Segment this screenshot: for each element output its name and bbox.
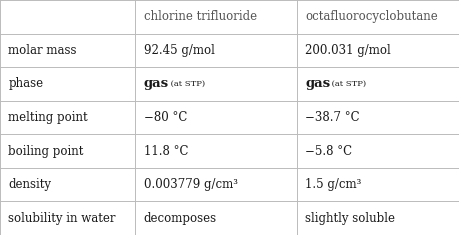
Text: 1.5 g/cm³: 1.5 g/cm³ <box>305 178 362 191</box>
Text: octafluorocyclobutane: octafluorocyclobutane <box>305 10 438 23</box>
Text: solubility in water: solubility in water <box>8 212 116 225</box>
Text: chlorine trifluoride: chlorine trifluoride <box>144 10 257 23</box>
Text: −80 °C: −80 °C <box>144 111 187 124</box>
Text: molar mass: molar mass <box>8 44 77 57</box>
Text: gas: gas <box>305 77 330 90</box>
Text: −38.7 °C: −38.7 °C <box>305 111 360 124</box>
Text: boiling point: boiling point <box>8 145 84 158</box>
Text: 0.003779 g/cm³: 0.003779 g/cm³ <box>144 178 238 191</box>
Text: phase: phase <box>8 77 44 90</box>
Text: −5.8 °C: −5.8 °C <box>305 145 353 158</box>
Text: density: density <box>8 178 51 191</box>
Text: (at STP): (at STP) <box>329 80 366 88</box>
Text: gas: gas <box>144 77 169 90</box>
Text: decomposes: decomposes <box>144 212 217 225</box>
Text: 92.45 g/mol: 92.45 g/mol <box>144 44 214 57</box>
Text: 200.031 g/mol: 200.031 g/mol <box>305 44 391 57</box>
Text: melting point: melting point <box>8 111 88 124</box>
Text: (at STP): (at STP) <box>168 80 205 88</box>
Text: 11.8 °C: 11.8 °C <box>144 145 188 158</box>
Text: slightly soluble: slightly soluble <box>305 212 395 225</box>
